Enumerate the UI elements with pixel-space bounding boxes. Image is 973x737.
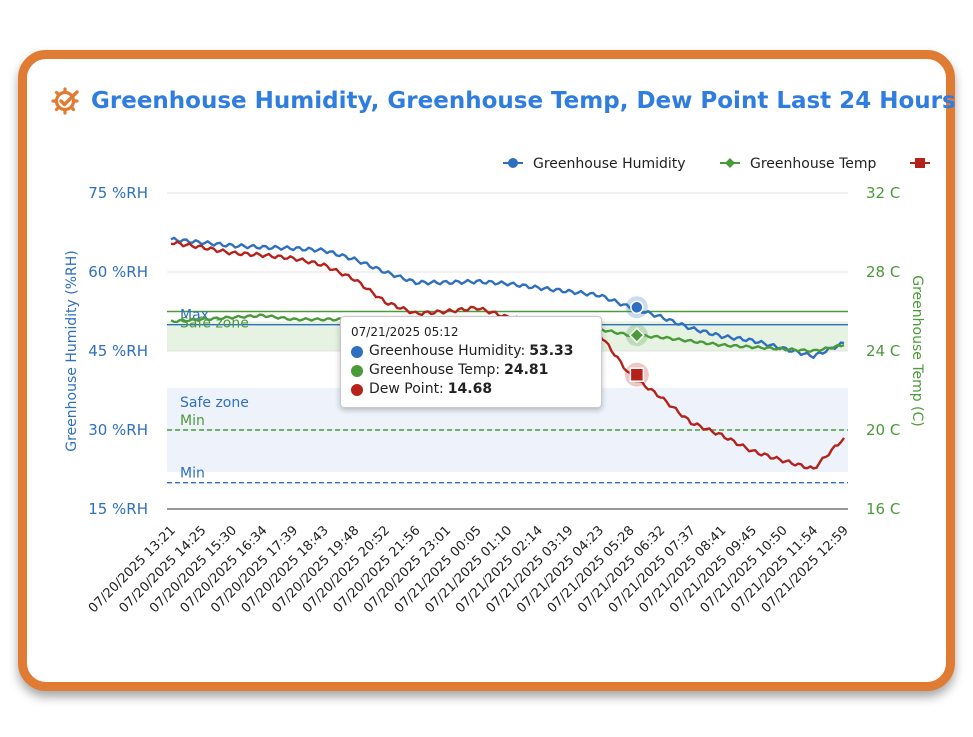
tooltip-humidity-dot xyxy=(351,345,363,358)
y-left-title: Greenhouse Humidity (%RH) xyxy=(64,250,80,451)
tooltip-row-temp: Greenhouse Temp: 24.81 xyxy=(351,361,591,380)
title-row: Greenhouse Humidity, Greenhouse Temp, De… xyxy=(49,85,956,117)
chart-title: Greenhouse Humidity, Greenhouse Temp, De… xyxy=(91,88,956,114)
tooltip-dew-dot xyxy=(351,383,363,396)
tooltip-row-humidity: Greenhouse Humidity: 53.33 xyxy=(351,342,591,361)
y-right-tick-3: 28 C xyxy=(866,263,900,281)
series-line-0 xyxy=(170,236,845,360)
plot-line-label-1: Min xyxy=(180,466,205,482)
legend-label-0: Greenhouse Humidity xyxy=(533,156,686,172)
tooltip-humidity-label: Greenhouse Humidity: xyxy=(369,343,526,359)
tooltip-temp-dot xyxy=(351,364,363,377)
legend-label-1: Greenhouse Temp xyxy=(750,156,876,172)
y-left-tick-4: 75 %RH xyxy=(88,184,148,202)
dew-marker xyxy=(629,367,645,382)
tooltip-temp-value: 24.81 xyxy=(504,362,549,378)
y-right-title: Greenhouse Temp (C) xyxy=(909,275,925,427)
y-right-tick-0: 16 C xyxy=(866,500,900,518)
legend-marker-1 xyxy=(725,158,735,168)
y-right-tick-4: 32 C xyxy=(866,184,900,202)
tooltip: 07/21/2025 05:12 Greenhouse Humidity: 53… xyxy=(340,316,602,408)
tooltip-dew-label: Dew Point: xyxy=(369,381,444,397)
tooltip-dew-value: 14.68 xyxy=(447,381,493,397)
tooltip-humidity-value: 53.33 xyxy=(529,343,574,359)
temp-marker xyxy=(628,327,645,344)
tooltip-temp-label: Greenhouse Temp: xyxy=(369,362,501,378)
y-left-tick-1: 30 %RH xyxy=(88,421,148,439)
humidity-marker xyxy=(630,300,644,315)
plot-band-label-1: Safe zone xyxy=(180,395,249,411)
tooltip-time: 07/21/2025 05:12 xyxy=(351,325,459,339)
chart-card: Greenhouse Humidity, Greenhouse Temp, De… xyxy=(18,50,956,691)
tooltip-row-dew: Dew Point: 14.68 xyxy=(351,380,591,399)
plot-line-label-3: Min xyxy=(180,413,205,429)
y-left-tick-2: 45 %RH xyxy=(88,342,148,360)
y-left-tick-3: 60 %RH xyxy=(88,263,148,281)
gear-check-icon xyxy=(51,87,79,115)
legend-marker-2 xyxy=(915,158,925,168)
legend-marker-0 xyxy=(508,158,518,168)
y-right-tick-1: 20 C xyxy=(866,421,900,439)
y-left-tick-0: 15 %RH xyxy=(88,500,148,518)
y-right-tick-2: 24 C xyxy=(866,342,900,360)
